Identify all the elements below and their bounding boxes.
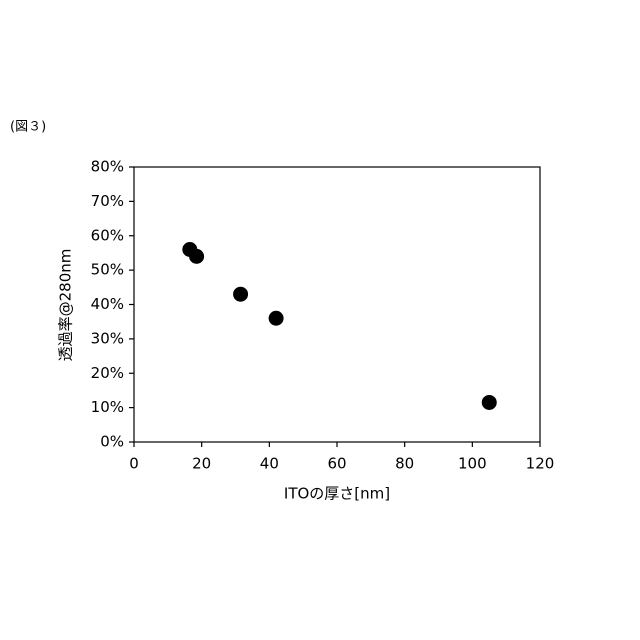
figure-label: (図３) — [10, 120, 46, 135]
plot-frame — [134, 167, 540, 442]
x-tick-label: 20 — [192, 455, 211, 473]
y-tick-label: 30% — [91, 329, 124, 347]
x-tick-label: 60 — [327, 455, 346, 473]
y-axis-label: 透過率@280nm — [57, 249, 75, 362]
x-tick-label: 40 — [260, 455, 279, 473]
x-tick-label: 100 — [458, 455, 487, 473]
data-point — [189, 249, 204, 264]
x-tick-label: 80 — [395, 455, 414, 473]
y-tick-label: 60% — [91, 226, 124, 244]
y-tick-label: 50% — [91, 261, 124, 279]
y-tick-label: 10% — [91, 398, 124, 416]
y-tick-label: 80% — [91, 158, 124, 176]
data-point — [233, 287, 248, 302]
y-tick-label: 20% — [91, 364, 124, 382]
y-tick-label: 0% — [100, 433, 124, 451]
data-point — [269, 311, 284, 326]
y-tick-label: 40% — [91, 295, 124, 313]
x-tick-label: 120 — [526, 455, 555, 473]
chart: (図３) ITOの厚さ[nm] 透過率@280nm 0% 10% 20% 30% 40%… — [0, 0, 640, 640]
x-tick-label: 0 — [129, 455, 139, 473]
x-axis-label: ITOの厚さ[nm] — [284, 485, 390, 503]
data-point — [482, 395, 497, 410]
y-tick-label: 70% — [91, 192, 124, 210]
